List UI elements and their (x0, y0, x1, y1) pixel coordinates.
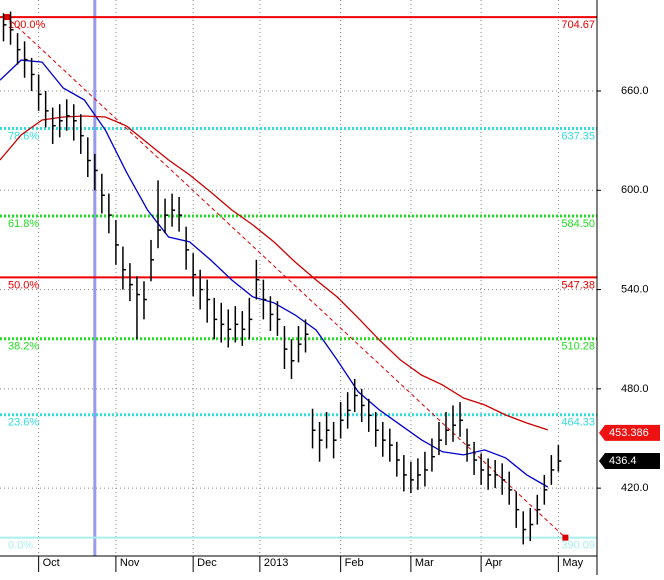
moving-average (0, 59, 549, 488)
fib-label: 78.6% (8, 130, 39, 142)
price-marker-label: 436.4 (609, 455, 637, 467)
fib-label: 50.0% (8, 279, 39, 291)
x-tick-label: Mar (415, 557, 434, 569)
fib-value-label: 390.09 (561, 540, 595, 552)
moving-average (0, 115, 549, 431)
fib-label: 61.8% (8, 218, 39, 230)
x-tick-label: Dec (197, 557, 217, 569)
price-marker-label: 453.386 (609, 427, 649, 439)
y-tick-label: 480.0 (621, 383, 649, 395)
trendline-anchor (4, 14, 11, 21)
fib-value-label: 547.38 (561, 279, 595, 291)
fib-value-label: 704.67 (561, 19, 595, 31)
fib-label: 23.6% (8, 417, 39, 429)
y-tick-label: 600.0 (621, 184, 649, 196)
y-tick-label: 660.0 (621, 85, 649, 97)
trendline-anchor (562, 534, 569, 541)
x-tick-label: Apr (485, 557, 502, 569)
fib-label: 0.0% (8, 540, 33, 552)
fib-value-label: 510.28 (561, 341, 595, 353)
fib-value-label: 584.50 (561, 218, 595, 230)
trendline (6, 16, 566, 539)
x-tick-label: Oct (43, 557, 60, 569)
fib-value-label: 637.35 (561, 130, 595, 142)
x-tick-label: May (562, 557, 583, 569)
x-tick-label: 2013 (264, 557, 288, 569)
x-tick-label: Nov (120, 557, 140, 569)
y-tick-label: 540.0 (621, 283, 649, 295)
price-marker (599, 453, 660, 470)
price-marker (599, 424, 660, 441)
fib-label: 100.0% (8, 19, 46, 31)
fib-label: 38.2% (8, 341, 39, 353)
fib-value-label: 464.33 (561, 417, 595, 429)
y-tick-label: 420.0 (621, 482, 649, 494)
x-tick-label: Feb (345, 557, 364, 569)
